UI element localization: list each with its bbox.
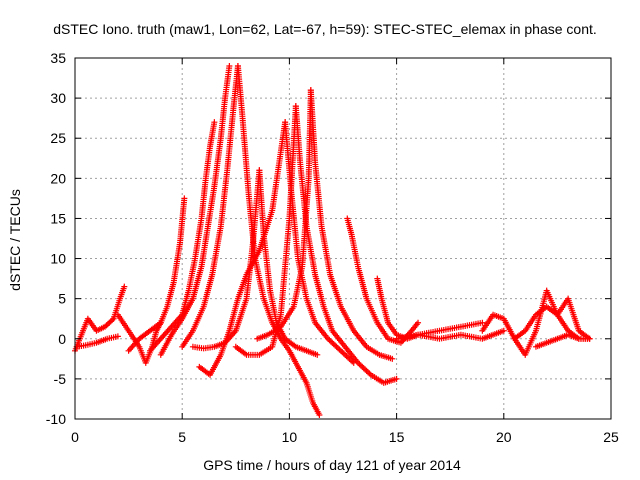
plot-frame — [74, 57, 612, 420]
y-tick-label: 15 — [50, 210, 66, 226]
data-point — [500, 327, 507, 334]
series-arc-early-2 — [74, 333, 121, 350]
x-tick-label: 10 — [282, 429, 298, 445]
x-tick-label: 0 — [71, 429, 79, 445]
series-arc-f — [189, 167, 263, 352]
series-arc-f-descent — [256, 167, 321, 358]
y-axis-label: dSTEC / TECUs — [7, 189, 23, 291]
series-arc-late-4 — [532, 331, 593, 350]
series-arc-late-1 — [393, 327, 507, 342]
y-tick-label: 10 — [50, 251, 66, 267]
data-point — [393, 375, 400, 382]
x-tick-label: 20 — [496, 429, 512, 445]
data-point — [415, 319, 422, 326]
data-point — [316, 411, 323, 418]
series-arc-h-descent — [292, 103, 400, 386]
series-marks — [72, 63, 593, 418]
x-tick-label: 25 — [603, 429, 619, 445]
y-tick-label: -5 — [54, 371, 67, 387]
y-tick-label: 30 — [50, 90, 66, 106]
series-arc-c — [147, 119, 218, 354]
series-arc-d — [157, 63, 233, 358]
x-tick-label: 15 — [389, 429, 405, 445]
data-point — [211, 119, 218, 126]
data-point — [479, 319, 486, 326]
data-point — [181, 195, 188, 202]
series-arc-b — [125, 195, 188, 354]
data-point — [226, 63, 233, 70]
axis-ticks: 0 5 10 15 20 25 -10 -5 0 5 10 15 20 25 30 35 — [46, 50, 619, 445]
data-point — [121, 283, 128, 290]
y-tick-label: -10 — [46, 411, 66, 427]
series-arc-e-descent — [234, 63, 323, 418]
data-point — [586, 335, 593, 342]
series-arc-g — [196, 119, 289, 378]
data-point — [114, 333, 121, 340]
data-point — [314, 351, 321, 358]
series-arc-h — [232, 103, 299, 358]
y-tick-label: 5 — [58, 291, 66, 307]
y-tick-label: 20 — [50, 170, 66, 186]
grid — [75, 58, 611, 419]
x-tick-label: 5 — [178, 429, 186, 445]
x-axis-label: GPS time / hours of day 121 of year 2014 — [203, 457, 461, 473]
y-tick-label: 0 — [58, 331, 66, 347]
series-arc-i-descent — [307, 87, 396, 362]
y-tick-label: 25 — [50, 130, 66, 146]
data-point — [389, 355, 396, 362]
y-tick-label: 35 — [50, 50, 66, 66]
chart-title: dSTEC Iono. truth (maw1, Lon=62, Lat=-67… — [53, 21, 597, 37]
series-arc-j — [344, 215, 422, 346]
